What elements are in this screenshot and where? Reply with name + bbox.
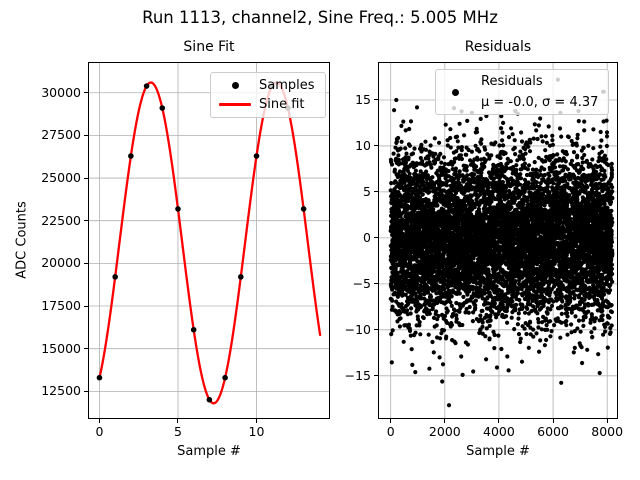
- y-tick-mark: [84, 348, 88, 350]
- sample-point: [159, 105, 166, 111]
- legend-label-sine-fit: Sine fit: [259, 97, 305, 112]
- y-tick-label: 0: [363, 229, 371, 245]
- x-tick-label: 0: [95, 424, 104, 439]
- residuals-plot-title: Residuals: [464, 39, 532, 55]
- x-tick-label: 6000: [537, 424, 569, 439]
- axes-spines: [378, 62, 618, 419]
- x-tick-mark: [256, 419, 257, 423]
- y-tick-label: 15: [355, 91, 371, 107]
- x-tick-label: 8000: [591, 424, 624, 439]
- y-tick-mark: [84, 177, 88, 179]
- x-tick-mark: [98, 419, 100, 423]
- residuals-plot-area: 0 2000 4000 6000 8000 −15 −10 −5 0 5 10 15: [345, 62, 623, 439]
- y-tick-mark: [374, 375, 378, 377]
- y-tick-label: 30000: [41, 84, 81, 100]
- y-tick-label: 27500: [41, 127, 81, 143]
- y-tick-label: 20000: [41, 255, 81, 271]
- legend-label-residuals-stats: μ = -0.0, σ = 4.37: [481, 95, 599, 110]
- y-tick-mark: [374, 191, 378, 193]
- y-tick-mark: [374, 329, 378, 331]
- y-tick-label: 5: [363, 183, 371, 199]
- y-tick-label: 17500: [41, 298, 81, 314]
- x-tick-label: 2000: [428, 424, 461, 439]
- samples-marker-icon: [231, 82, 239, 89]
- sample-point: [222, 374, 228, 381]
- residuals-legend: Residuals μ = -0.0, σ = 4.37: [435, 69, 609, 115]
- sample-point: [300, 206, 307, 212]
- y-tick-mark: [84, 134, 88, 136]
- y-tick-label: −5: [352, 275, 371, 291]
- y-tick-mark: [84, 220, 88, 222]
- y-tick-mark: [374, 237, 378, 239]
- residuals-marker-icon: [452, 88, 459, 96]
- y-tick-mark: [84, 262, 88, 264]
- sine-fit-legend: Samples Sine fit: [210, 72, 326, 118]
- y-tick-mark: [84, 390, 88, 392]
- sample-point: [112, 274, 118, 280]
- y-tick-label: −15: [344, 367, 371, 383]
- y-tick-mark: [374, 99, 378, 101]
- sine-fit-yaxis-label: ADC Counts: [14, 201, 30, 279]
- y-tick-label: 25000: [41, 170, 81, 186]
- y-tick-label: 12500: [41, 383, 81, 399]
- x-tick-label: 5: [174, 424, 182, 439]
- x-tick-mark: [606, 419, 608, 423]
- sample-point: [143, 83, 150, 89]
- sine-fit-curve: [98, 81, 322, 405]
- legend-entry-samples: Samples: [217, 78, 319, 93]
- sine-fit-xaxis-label: Sample #: [177, 444, 241, 459]
- x-tick-label: 0: [386, 424, 395, 439]
- sample-point: [175, 206, 181, 212]
- y-tick-mark: [374, 283, 378, 285]
- y-tick-mark: [84, 92, 88, 94]
- legend-label-residuals: Residuals: [481, 74, 543, 89]
- sample-point: [128, 153, 134, 159]
- x-tick-mark: [444, 419, 446, 423]
- sine-fit-line-icon: [219, 103, 251, 106]
- sample-point: [238, 274, 244, 280]
- axes-spines: [88, 62, 330, 419]
- sample-point: [96, 374, 103, 381]
- legend-label-samples: Samples: [259, 78, 315, 93]
- x-tick-mark: [390, 419, 392, 423]
- sample-point: [253, 153, 260, 159]
- residuals-chart-svg: [378, 62, 618, 419]
- residuals-scatter: [388, 77, 615, 408]
- legend-entry-sine-fit: Sine fit: [217, 97, 319, 112]
- figure-title: Run 1113, channel2, Sine Freq.: 5.005 MH…: [142, 8, 498, 27]
- sine-fit-plot-title: Sine Fit: [183, 39, 235, 55]
- sine-fit-plot-area: 0 5 10 12500 15000 17500 20000 22500 25000 27500 3…: [41, 62, 330, 439]
- x-tick-mark: [552, 419, 554, 423]
- x-tick-mark: [498, 419, 500, 423]
- y-tick-mark: [84, 305, 88, 307]
- y-tick-label: 22500: [41, 212, 81, 228]
- sample-point: [190, 326, 197, 333]
- x-tick-mark: [177, 419, 179, 423]
- sample-point: [206, 396, 213, 403]
- y-tick-mark: [374, 145, 378, 147]
- x-tick-label: 10: [248, 424, 265, 439]
- y-tick-label: 15000: [41, 340, 81, 356]
- residuals-xaxis-label: Sample #: [466, 444, 530, 459]
- y-tick-label: 10: [355, 137, 371, 153]
- y-tick-label: −10: [344, 321, 371, 337]
- x-tick-label: 4000: [483, 424, 515, 439]
